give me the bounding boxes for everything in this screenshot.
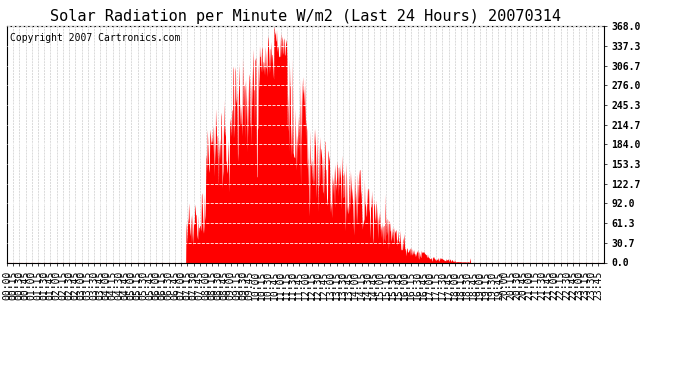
Text: Copyright 2007 Cartronics.com: Copyright 2007 Cartronics.com	[10, 33, 180, 44]
Title: Solar Radiation per Minute W/m2 (Last 24 Hours) 20070314: Solar Radiation per Minute W/m2 (Last 24…	[50, 9, 561, 24]
